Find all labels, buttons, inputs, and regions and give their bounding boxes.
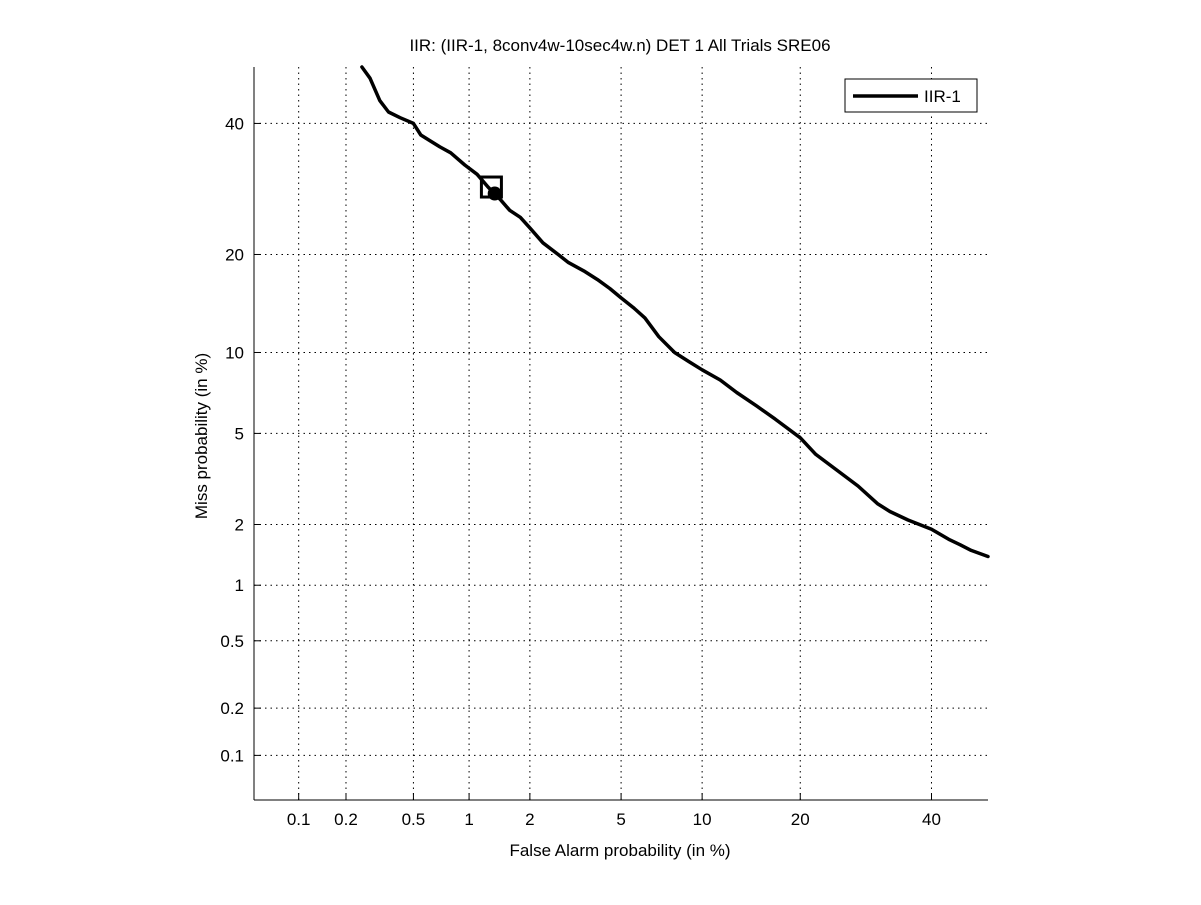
axes	[253, 67, 988, 801]
x-tick-label: 5	[616, 810, 625, 829]
y-tick-label: 20	[225, 245, 244, 264]
x-tick-label: 10	[693, 810, 712, 829]
y-axis-label: Miss probability (in %)	[192, 353, 211, 519]
x-axis-label: False Alarm probability (in %)	[509, 841, 730, 860]
x-tick-label: 0.2	[334, 810, 358, 829]
series-line-iir-1	[360, 65, 990, 559]
y-tick-label: 5	[235, 424, 244, 443]
y-tick-label: 0.1	[220, 746, 244, 765]
y-tick-label: 0.2	[220, 699, 244, 718]
x-tick-label: 40	[922, 810, 941, 829]
y-tick-label: 2	[235, 515, 244, 534]
circle-marker	[487, 186, 502, 201]
x-tick-label: 20	[791, 810, 810, 829]
x-tick-label: 0.5	[402, 810, 426, 829]
y-tick-label: 10	[225, 343, 244, 362]
grid-lines	[254, 67, 988, 800]
x-tick-label: 1	[464, 810, 473, 829]
legend: IIR-1	[844, 78, 978, 113]
series-layer	[360, 65, 990, 559]
tick-labels: 0.1 0.2 0.5 1 2 5 10 20 40 0.1 0.2 0.5 1 2 5 10 20 40	[220, 114, 941, 829]
x-tick-label: 2	[525, 810, 534, 829]
legend-entry-label: IIR-1	[924, 87, 961, 106]
y-tick-label: 1	[235, 576, 244, 595]
y-tick-label: 0.5	[220, 632, 244, 651]
y-tick-label: 40	[225, 114, 244, 133]
chart-title: IIR: (IIR-1, 8conv4w-10sec4w.n) DET 1 Al…	[409, 36, 830, 55]
x-tick-label: 0.1	[287, 810, 311, 829]
